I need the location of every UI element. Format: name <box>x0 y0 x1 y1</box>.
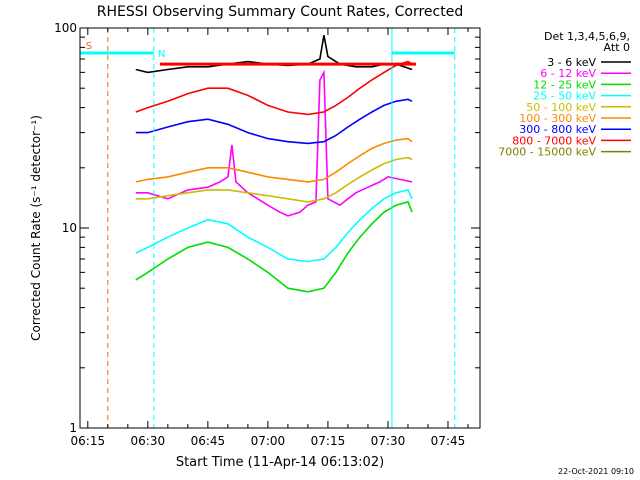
series-line-12-25-kev <box>135 200 413 293</box>
plot-data <box>135 35 413 293</box>
legend-label-300-800-kev: 300 - 800 keV <box>519 123 596 136</box>
marker-label-1: N <box>158 49 165 60</box>
y-tick-label-100: 100 <box>54 21 77 35</box>
legend-header-line1: Det 1,3,4,5,6,9, <box>544 30 630 43</box>
y-axis-label: Corrected Count Rate (s⁻¹ detector⁻¹) <box>29 115 43 341</box>
legend-label-6-12-kev: 6 - 12 keV <box>540 67 596 80</box>
series-line-300-800-kev <box>135 98 413 145</box>
legend-label-100-300-kev: 100 - 300 keV <box>519 112 596 125</box>
plot-frame <box>79 27 481 429</box>
x-tick-label-90: 07:30 <box>371 434 406 448</box>
legend-label-50-100-kev: 50 - 100 keV <box>526 101 596 114</box>
legend-header-line2: Att 0 <box>604 41 630 54</box>
series-line-3-6-kev <box>135 35 413 74</box>
series-line-6-12-kev <box>135 69 413 217</box>
legend-label-7000-15000-kev: 7000 - 15000 keV <box>498 146 596 159</box>
series-line-100-300-kev <box>135 137 413 183</box>
y-tick-label-1: 1 <box>69 421 77 435</box>
chart-title: RHESSI Observing Summary Count Rates, Co… <box>97 4 463 20</box>
x-tick-label-105: 07:45 <box>431 434 466 448</box>
footer-timestamp: 22-Oct-2021 09:10 <box>558 467 634 476</box>
x-tick-label-15: 06:15 <box>71 434 106 448</box>
marker-labels: SN <box>86 41 166 60</box>
legend-label-25-50-kev: 25 - 50 keV <box>533 90 596 103</box>
legend-label-12-25-kev: 12 - 25 keV <box>533 78 596 91</box>
x-axis-ticks: 06:15 06:30 06:45 07:00 07:15 07:30 07:45 <box>71 28 469 448</box>
series-line-25-50-kev <box>135 188 413 263</box>
legend-label-3-6-kev: 3 - 6 keV <box>547 56 596 69</box>
marker-lines <box>79 28 456 428</box>
x-tick-label-75: 07:15 <box>311 434 346 448</box>
marker-segments <box>80 51 455 66</box>
y-tick-label-10: 10 <box>62 221 77 235</box>
y-axis-ticks: 1 10 100 <box>54 21 480 435</box>
x-tick-label-45: 06:45 <box>191 434 226 448</box>
marker-label-0: S <box>86 41 92 52</box>
series-line-50-100-kev <box>135 156 413 203</box>
legend-label-800-7000-kev: 800 - 7000 keV <box>512 134 596 147</box>
series-line-800-7000-kev <box>135 60 413 116</box>
x-tick-label-60: 07:00 <box>251 434 286 448</box>
x-axis-label: Start Time (11-Apr-14 06:13:02) <box>176 455 384 470</box>
x-tick-label-30: 06:30 <box>131 434 166 448</box>
